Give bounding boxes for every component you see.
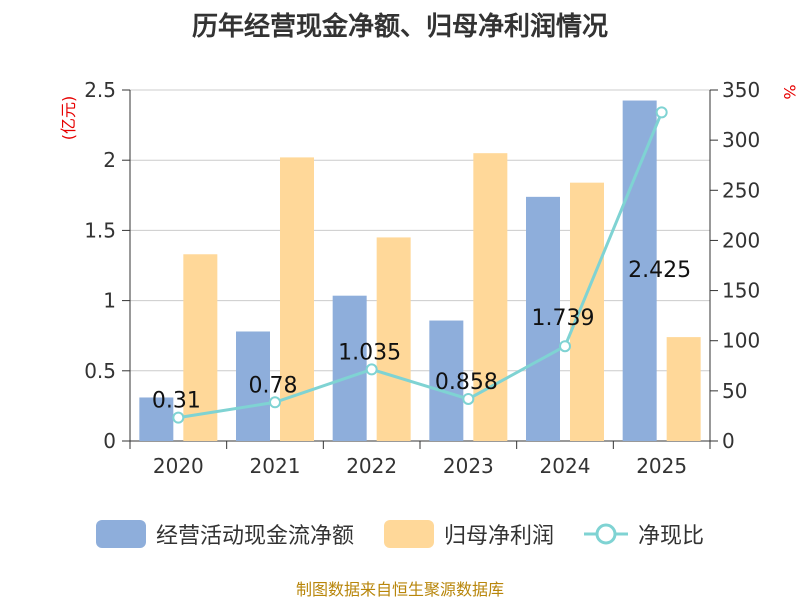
data-label: 0.31 xyxy=(152,389,201,414)
data-label: 2.425 xyxy=(628,258,691,283)
left-tick-label: 0 xyxy=(103,429,116,453)
ratio-point xyxy=(365,363,378,376)
ratio-point xyxy=(269,396,281,409)
data-label: 1.739 xyxy=(532,306,595,331)
legend-label-cashflow: 经营活动现金流净额 xyxy=(155,524,354,549)
right-tick-label: 300 xyxy=(722,128,760,152)
ratio-point xyxy=(172,411,185,424)
legend: 经营活动现金流净额 归母净利润 净现比 xyxy=(0,514,800,554)
right-tick-label: 350 xyxy=(722,78,760,102)
x-tick-label: 2024 xyxy=(540,454,591,478)
left-tick-label: 2.5 xyxy=(84,78,116,102)
ratio-point xyxy=(559,340,571,353)
data-label: 0.858 xyxy=(435,370,498,395)
left-axis-unit: (亿元) xyxy=(59,96,78,141)
x-tick-label: 2020 xyxy=(153,454,204,478)
left-tick-label: 2 xyxy=(103,148,116,172)
x-tick-label: 2022 xyxy=(346,454,397,478)
x-tick-label: 2023 xyxy=(443,454,494,478)
right-tick-label: 0 xyxy=(722,429,735,453)
legend-swatch-profit xyxy=(383,520,434,548)
bar-profit xyxy=(473,153,508,441)
right-tick-label: 100 xyxy=(722,329,760,353)
data-label: 0.78 xyxy=(249,373,298,398)
bar-cashflow xyxy=(622,100,657,441)
bar-cashflow xyxy=(429,320,464,441)
bar-profit xyxy=(183,254,218,441)
bar-profit xyxy=(570,182,604,441)
chart-canvas: 0 0.5 1 1.5 2 2.5 0 50 100 150 200 250 300 350 (亿元)% 20… xyxy=(59,78,799,478)
x-tick-label: 2021 xyxy=(250,454,301,478)
legend-item-profit[interactable]: 归母净利润 xyxy=(383,518,554,550)
ratio-point xyxy=(462,392,475,405)
bar-cashflow xyxy=(526,196,560,441)
ratio-point xyxy=(655,106,668,119)
chart-title: 历年经营现金净额、归母净利润情况 xyxy=(191,12,608,42)
right-tick-label: 50 xyxy=(722,379,747,403)
source-note: 制图数据来自恒生聚源数据库 xyxy=(295,580,504,599)
ratio-line xyxy=(178,111,664,420)
legend-item-cashflow[interactable]: 经营活动现金流净额 xyxy=(95,518,354,550)
legend-label-ratio: 净现比 xyxy=(638,524,705,549)
legend-swatch-ratio xyxy=(584,523,628,545)
bar-profit xyxy=(376,237,411,441)
bar-cashflow xyxy=(236,331,270,441)
right-tick-label: 250 xyxy=(722,178,760,202)
bar-profit xyxy=(666,337,701,441)
right-tick-label: 200 xyxy=(722,228,760,252)
bar-cashflow xyxy=(139,397,174,441)
data-label: 1.035 xyxy=(338,340,401,365)
bar-cashflow xyxy=(332,295,367,441)
left-tick-label: 1 xyxy=(103,289,116,313)
left-tick-label: 0.5 xyxy=(84,359,116,383)
left-tick-label: 1.5 xyxy=(84,218,116,242)
right-tick-label: 150 xyxy=(722,279,760,303)
legend-swatch-cashflow xyxy=(95,520,146,548)
legend-item-ratio[interactable]: 净现比 xyxy=(584,518,704,550)
legend-label-profit: 归母净利润 xyxy=(443,524,554,549)
right-axis-unit: % xyxy=(780,84,799,99)
x-tick-label: 2025 xyxy=(636,454,687,478)
